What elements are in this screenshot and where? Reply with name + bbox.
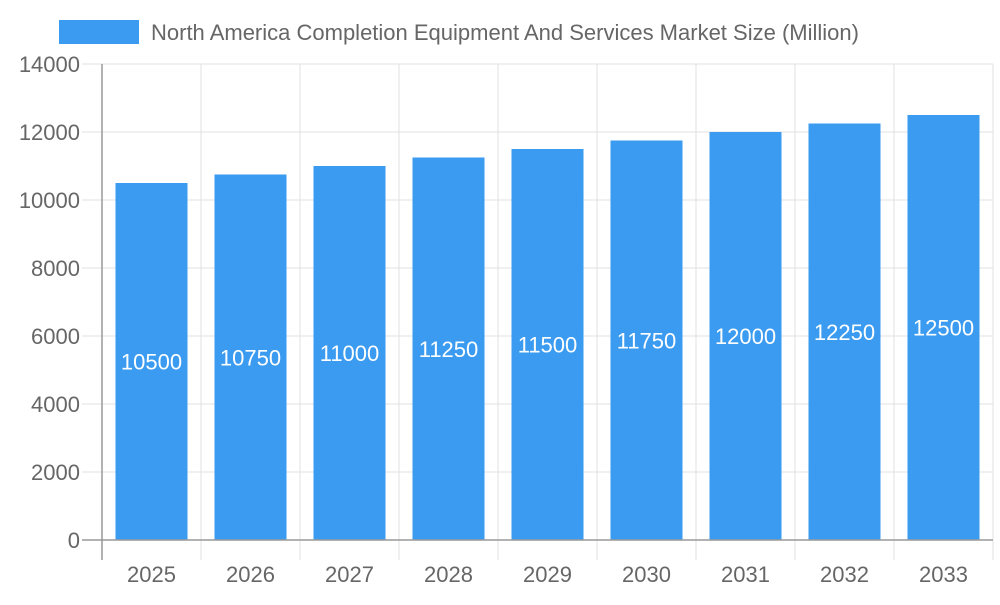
x-tick-label: 2031 xyxy=(721,562,770,587)
data-label: 10500 xyxy=(121,350,182,375)
data-label: 12500 xyxy=(913,316,974,341)
bars: 10500 10750 11000 11250 11500 11750 12000 12250… xyxy=(115,115,980,540)
data-label: 10750 xyxy=(220,345,281,370)
axes: 0 2000 4000 6000 8000 10000 12000 14000 2025 2026… xyxy=(19,52,993,587)
x-tick-label: 2033 xyxy=(919,562,968,587)
x-tick-label: 2028 xyxy=(424,562,473,587)
bar-2029 xyxy=(511,149,584,540)
bar-2026 xyxy=(214,174,287,540)
y-tick-label: 14000 xyxy=(19,52,80,77)
y-tick-label: 4000 xyxy=(31,392,80,417)
y-tick-label: 8000 xyxy=(31,256,80,281)
y-tick-label: 2000 xyxy=(31,460,80,485)
data-label: 12250 xyxy=(814,320,875,345)
bar-2031 xyxy=(709,132,782,540)
legend-label: North America Completion Equipment And S… xyxy=(151,20,859,45)
bar-2032 xyxy=(808,123,881,540)
data-label: 11500 xyxy=(518,333,578,358)
data-label: 11250 xyxy=(419,337,479,362)
y-tick-label: 6000 xyxy=(31,324,80,349)
x-tick-label: 2030 xyxy=(622,562,671,587)
x-tick-label: 2032 xyxy=(820,562,869,587)
data-label: 12000 xyxy=(715,324,776,349)
bar-2027 xyxy=(313,166,386,540)
bar-2033 xyxy=(907,115,980,540)
data-label: 11750 xyxy=(617,328,677,353)
legend-swatch xyxy=(59,20,139,44)
bar-2025 xyxy=(115,183,188,540)
x-tick-label: 2025 xyxy=(127,562,176,587)
x-tick-label: 2029 xyxy=(523,562,572,587)
data-label: 11000 xyxy=(320,341,380,366)
bar-2030 xyxy=(610,140,683,540)
x-tick-label: 2026 xyxy=(226,562,275,587)
legend[interactable]: North America Completion Equipment And S… xyxy=(59,20,859,45)
x-tick-label: 2027 xyxy=(325,562,374,587)
y-tick-label: 10000 xyxy=(19,188,80,213)
y-tick-label: 12000 xyxy=(19,120,80,145)
bar-2028 xyxy=(412,157,485,540)
y-tick-label: 0 xyxy=(68,528,80,553)
